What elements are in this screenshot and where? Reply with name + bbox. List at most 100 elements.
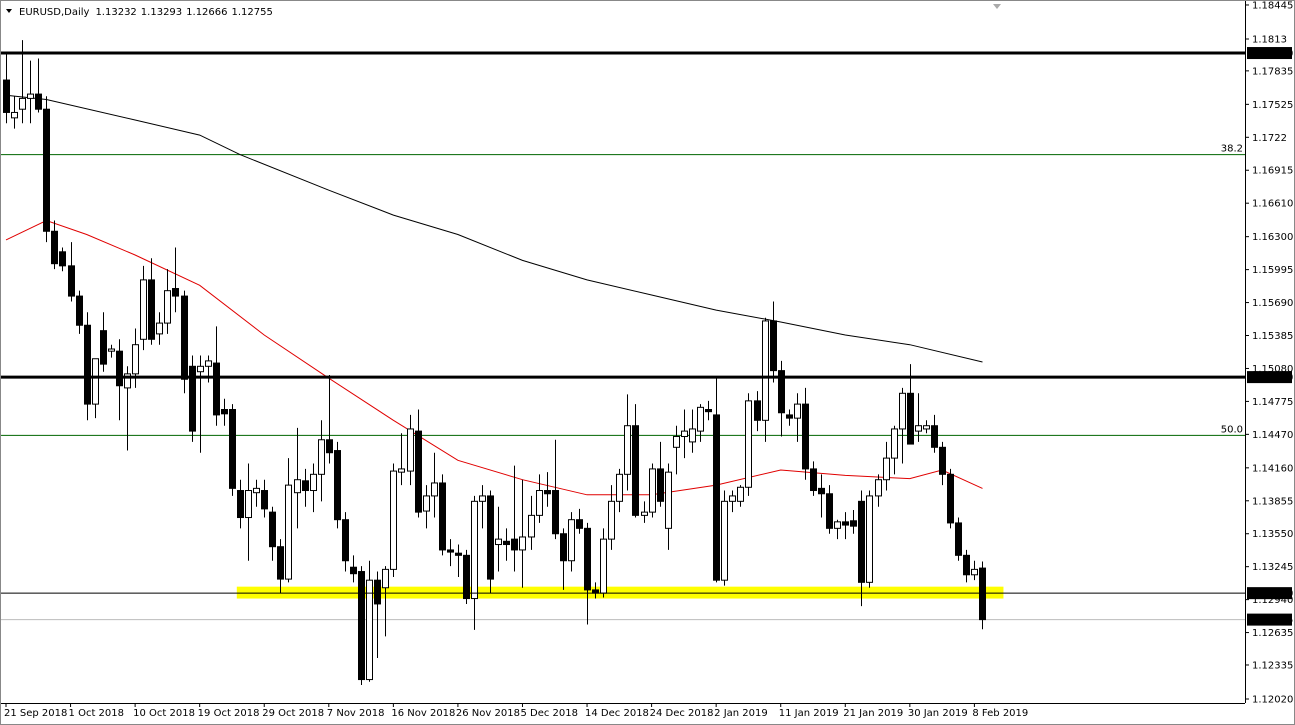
y-tick-label: 1.13550 [1252,529,1293,540]
candle-body [148,279,155,340]
candle-body [237,490,244,519]
candle-body [51,230,58,265]
candle-body [875,479,882,497]
candle-body [285,484,292,580]
candle-body [294,479,301,494]
candle-body [536,490,543,516]
header-close: 1.12755 [232,7,273,18]
y-tick-label: 1.14775 [1252,397,1293,408]
header-high: 1.13293 [141,7,182,18]
candle-body [382,568,389,589]
candle-body [398,468,405,473]
candle-body [826,493,833,529]
y-tick-label: 1.18445 [1252,0,1293,11]
candle-body [528,514,535,538]
y-tick-label: 1.12635 [1252,628,1293,639]
candle-body [770,320,777,372]
candle-body [608,500,615,540]
candle-body [802,403,809,470]
candle-body [947,473,954,524]
candle-body [479,495,486,502]
fib-label: 38.2 [1221,144,1243,155]
price-level-tag [1247,587,1292,600]
y-tick-label: 1.17835 [1252,66,1293,77]
candle-body [59,251,66,267]
candle-body [423,495,430,512]
candle-body [68,265,75,297]
candle-body [665,471,672,529]
x-tick-label: 21 Sep 2018 [4,708,67,719]
last-price-label: 1.12755 [1252,615,1293,626]
candle-body [818,487,825,495]
candle-body [43,108,50,232]
candle-body [858,500,865,583]
candle-body [600,538,607,594]
symbol: EURUSD,Daily [19,7,90,18]
candle-body [100,330,107,365]
candle-body [834,521,841,529]
candle-body [19,97,26,110]
y-tick-label: 1.16915 [1252,166,1293,177]
candle-body [632,425,639,516]
candle-body [576,519,583,529]
y-tick-label: 1.12020 [1252,695,1293,706]
x-tick-label: 1 Oct 2018 [69,708,124,719]
fib-label: 50.0 [1221,424,1243,435]
candle-body [641,511,648,516]
candle-body [568,519,575,562]
candle-body [447,549,454,553]
candle-body [729,495,736,502]
candle-body [971,568,978,576]
candle-body [245,490,252,519]
candle-body [390,470,397,570]
chart-header: EURUSD,Daily 1.13232 1.13293 1.12666 1.12755 [19,7,273,18]
candle-body [891,428,898,459]
candle-body [786,414,793,419]
candle-body [963,554,970,576]
candle-body [794,403,801,419]
y-tick-label: 1.14160 [1252,463,1293,474]
candle-body [108,348,115,352]
candle-body [358,571,365,681]
candle-body [76,295,83,326]
candle-body [261,490,268,510]
plot-area: 38.2 50.0 [0,40,1245,685]
candle-body [584,527,591,591]
x-tick-label: 26 Nov 2018 [456,708,520,719]
y-tick-label: 1.16300 [1252,232,1293,243]
candle-body [253,487,260,494]
candle-body [302,480,309,492]
candle-body [745,400,752,488]
candle-body [164,290,171,324]
candle-body [374,579,381,605]
y-tick-label: 1.13245 [1252,562,1293,573]
price-level-tag [1247,371,1292,384]
support-zone [236,586,1004,599]
x-tick-label: 10 Oct 2018 [133,708,195,719]
candle-body [923,425,930,430]
candle-body [310,473,317,492]
candle-body [939,446,946,475]
candle-body [318,439,325,475]
candle-body [366,579,373,681]
candle-body [866,495,873,583]
x-tick-label: 16 Nov 2018 [391,708,455,719]
y-tick-label: 1.15690 [1252,298,1293,309]
candle-body [342,519,349,562]
candle-body [705,409,712,413]
candle-body [519,536,526,551]
y-tick-label: 1.15385 [1252,331,1293,342]
candle-body [431,482,438,497]
y-tick-label: 1.14470 [1252,430,1293,441]
candle-body [471,500,478,600]
x-tick-label: 30 Jan 2019 [908,708,968,719]
candle-body [84,324,91,405]
candle-body [172,288,179,297]
candle-body [92,358,99,405]
header-low: 1.12666 [186,7,227,18]
candle-body [350,566,357,575]
candle-body [681,430,688,438]
candle-body [487,495,494,580]
candle-body [657,468,664,502]
